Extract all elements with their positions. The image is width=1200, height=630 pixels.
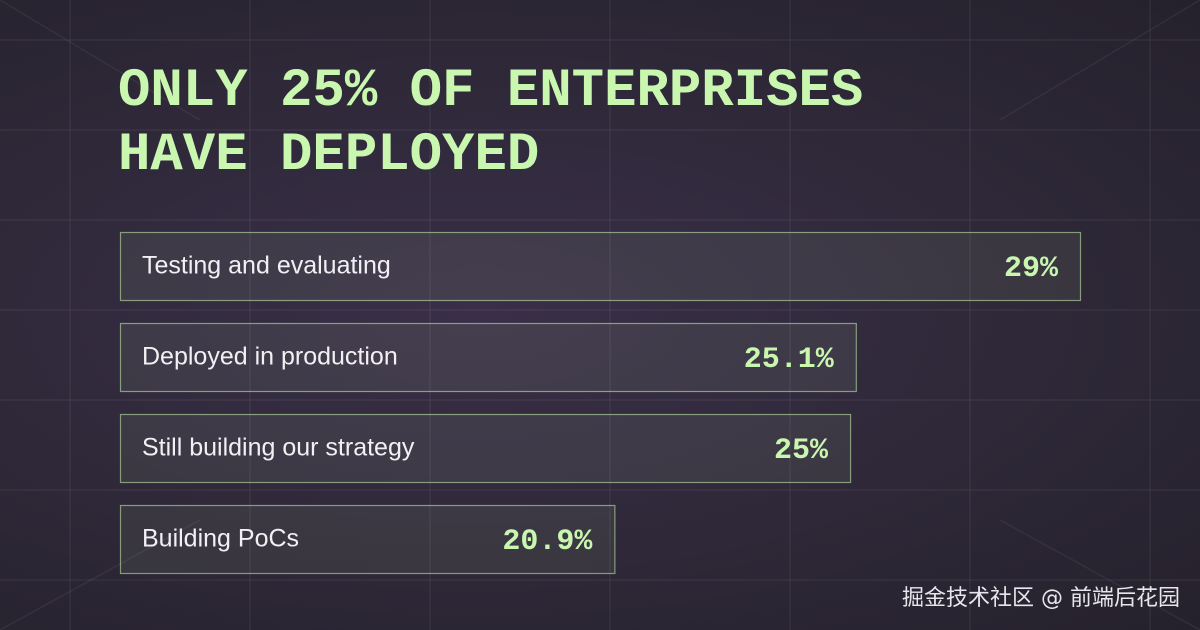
bar — [119, 504, 616, 575]
category-label: Testing and evaluating — [142, 252, 391, 280]
chart-title: ONLY 25% OF ENTERPRISES HAVE DEPLOYED — [118, 61, 864, 186]
bar — [119, 413, 852, 484]
value-label: 20.9% — [502, 525, 593, 559]
bar — [119, 322, 857, 393]
category-label: Still building our strategy — [142, 434, 415, 462]
value-label: 25% — [774, 434, 829, 468]
category-label: Deployed in production — [142, 343, 398, 371]
category-label: Building PoCs — [142, 525, 299, 553]
value-label: 25.1% — [744, 343, 835, 377]
watermark: 掘金技术社区 @ 前端后花园 — [902, 586, 1180, 611]
bar — [119, 231, 1082, 302]
value-label: 29% — [1004, 252, 1059, 286]
